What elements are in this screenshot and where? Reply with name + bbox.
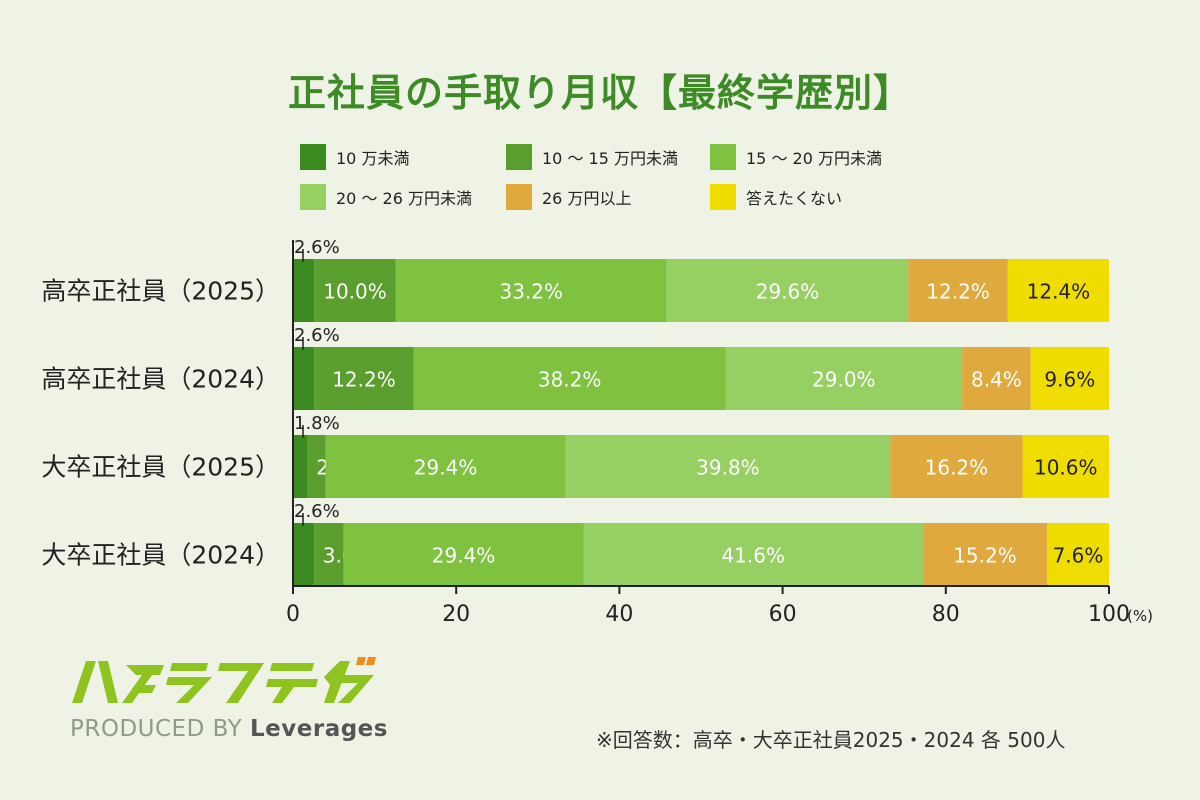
legend-label: 答えたくない <box>746 189 843 208</box>
legend-swatch <box>710 144 736 170</box>
data-label: 10.6% <box>1034 456 1098 480</box>
legend-swatch <box>506 184 532 210</box>
data-label: 12.4% <box>1027 280 1091 304</box>
hataractive-logo <box>68 655 378 711</box>
data-label: 29.0% <box>812 368 876 392</box>
bar-segment <box>413 347 726 410</box>
bar-segment <box>325 435 566 498</box>
data-label: 7.6% <box>1053 544 1104 568</box>
data-label: 39.8% <box>696 456 760 480</box>
produced-by-label: PRODUCED BY <box>70 716 243 742</box>
legend-item: 26 万円以上 <box>506 184 631 210</box>
bar-segment <box>307 435 326 498</box>
category-label: 大卒正社員（2024） <box>41 541 280 570</box>
data-label: 15.2% <box>953 544 1017 568</box>
x-tick-label: 20 <box>442 602 470 627</box>
x-axis-unit: (%) <box>1127 607 1153 625</box>
data-label: 9.6% <box>1044 368 1095 392</box>
data-label: 16.2% <box>925 456 989 480</box>
bar-segment <box>1030 347 1109 410</box>
data-label: 8.4% <box>971 368 1022 392</box>
bar-segment <box>922 523 1047 586</box>
data-label: 33.2% <box>499 280 563 304</box>
bar-segment <box>908 259 1008 322</box>
x-tick-label: 0 <box>286 602 300 627</box>
bar-segment <box>1046 523 1109 586</box>
footnote: ※回答数：高卒・大卒正社員2025・2024 各 500人 <box>596 728 1066 752</box>
legend-label: 15 〜 20 万円未満 <box>746 149 882 168</box>
category-label: 高卒正社員（2024） <box>41 365 280 394</box>
bar-segment <box>583 523 923 586</box>
bar-segment <box>1022 435 1109 498</box>
legend-swatch <box>506 144 532 170</box>
legend-swatch <box>300 184 326 210</box>
bar-segment <box>314 347 414 410</box>
legend-label: 26 万円以上 <box>542 189 632 208</box>
category-label: 高卒正社員（2025） <box>41 277 280 306</box>
data-label: 29.6% <box>756 280 820 304</box>
company-name: Leverages <box>250 716 388 742</box>
bar-segment <box>395 259 667 322</box>
bar-segment <box>565 435 891 498</box>
bar-segment <box>666 259 909 322</box>
stacked-bar-chart: 高卒正社員（2025） 2.6% 10.0% 33.2% 29.6% 12.2% 12.4%… <box>41 237 1153 627</box>
legend-item: 20 〜 26 万円未満 <box>300 184 472 210</box>
legend-item: 10 〜 15 万円未満 <box>506 144 678 170</box>
bar-segment <box>343 523 584 586</box>
data-label: 1.8% <box>294 413 340 434</box>
bar-segment <box>962 347 1031 410</box>
data-label: 38.2% <box>538 368 602 392</box>
category-label: 大卒正社員（2025） <box>41 453 280 482</box>
data-label: 29.4% <box>414 456 478 480</box>
data-label: 12.2% <box>332 368 396 392</box>
bar-segment <box>293 347 315 410</box>
data-label: 29.4% <box>432 544 496 568</box>
data-label: 12.2% <box>926 280 990 304</box>
bar-segment <box>725 347 963 410</box>
bar-segment <box>293 259 315 322</box>
legend-label: 20 〜 26 万円未満 <box>336 189 472 208</box>
produced-by: PRODUCED BY Leverages <box>70 716 388 742</box>
bar-segment <box>1007 259 1109 322</box>
data-label: 41.6% <box>721 544 785 568</box>
x-tick-label: 80 <box>932 602 960 627</box>
x-tick-label: 100 <box>1088 602 1130 627</box>
legend-label: 10 万未満 <box>336 149 410 168</box>
chart-title: 正社員の手取り月収【最終学歴別】 <box>287 71 912 115</box>
bar-segment <box>890 435 1023 498</box>
bar-segment <box>293 435 308 498</box>
bar-segment <box>293 523 315 586</box>
data-label: 2.6% <box>294 501 340 522</box>
legend-item: 答えたくない <box>710 184 842 210</box>
legend-swatch <box>300 144 326 170</box>
data-label: 10.0% <box>323 280 387 304</box>
x-tick-label: 60 <box>769 602 797 627</box>
data-label: 2.6% <box>294 237 340 258</box>
bar-segment <box>314 523 344 586</box>
x-tick-label: 40 <box>605 602 633 627</box>
legend-label: 10 〜 15 万円未満 <box>542 149 678 168</box>
legend-item: 15 〜 20 万円未満 <box>710 144 882 170</box>
legend-item: 10 万未満 <box>300 144 409 170</box>
bar-segment <box>314 259 396 322</box>
legend-swatch <box>710 184 736 210</box>
data-label: 2.6% <box>294 325 340 346</box>
